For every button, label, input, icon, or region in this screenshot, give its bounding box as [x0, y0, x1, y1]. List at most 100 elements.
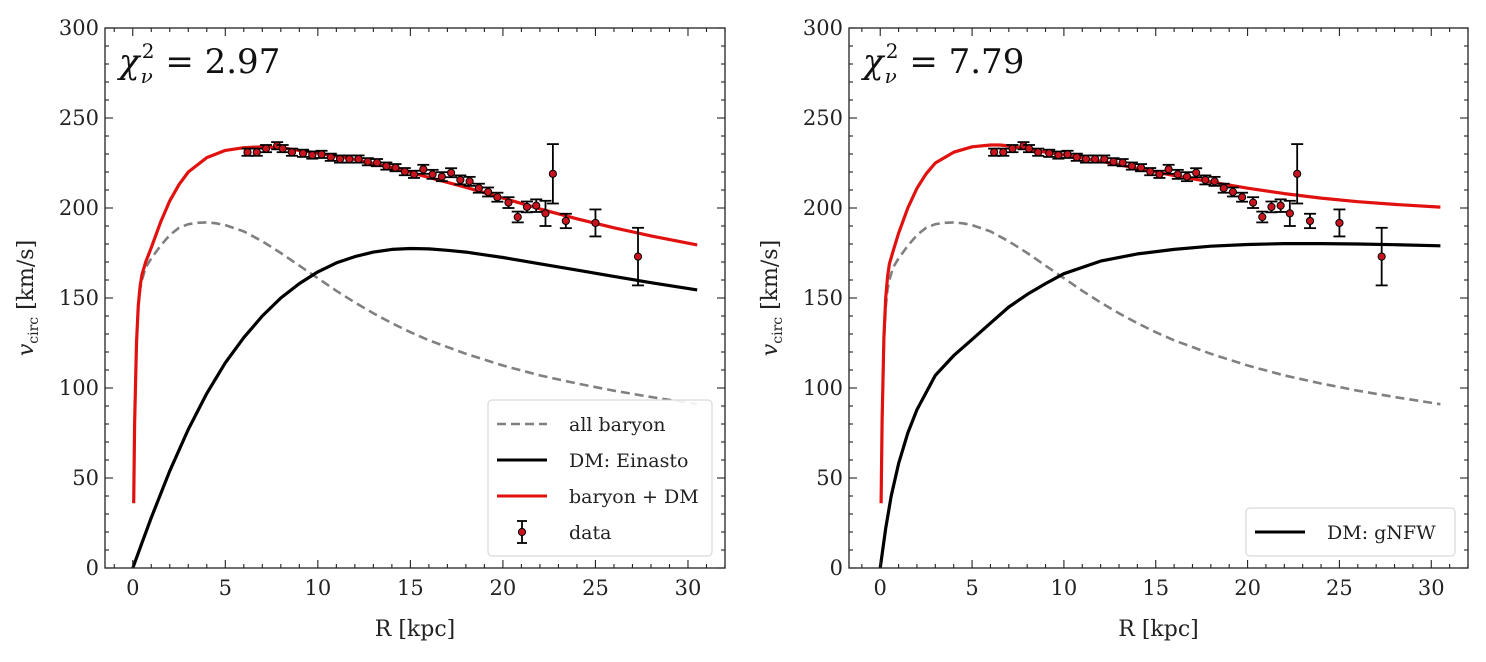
- data-point: [589, 208, 602, 238]
- data-marker: [1267, 202, 1276, 212]
- y-tick-label: 300: [803, 16, 843, 40]
- data-marker: [1210, 177, 1219, 186]
- x-tick-label: 20: [490, 576, 517, 600]
- data-point: [559, 212, 572, 230]
- plot-area: [131, 141, 698, 568]
- data-marker: [1237, 193, 1247, 202]
- data-marker: [1335, 218, 1344, 228]
- legend-item: all baryon: [497, 414, 666, 436]
- data-point: [343, 154, 356, 164]
- y-tick-label: 100: [59, 376, 99, 400]
- y-tick-label: 300: [59, 16, 99, 40]
- data-marker: [484, 187, 493, 197]
- data-point: [1247, 196, 1260, 209]
- data-point: [511, 210, 524, 224]
- ticks: [849, 27, 1469, 569]
- data-point: [472, 182, 485, 194]
- x-tick-label: 10: [1051, 576, 1078, 600]
- x-tick-label: 25: [1326, 576, 1353, 600]
- data-marker: [465, 177, 474, 186]
- data-point: [530, 198, 543, 213]
- legend: all baryon DM: Einasto baryon + DM data: [487, 399, 713, 557]
- data-marker: [1305, 216, 1315, 226]
- data-marker: [1192, 168, 1201, 177]
- y-tick-label: 50: [816, 466, 843, 490]
- data-marker: [428, 170, 437, 179]
- data-point: [1274, 198, 1287, 213]
- data-marker: [1228, 187, 1237, 197]
- data-marker: [1008, 144, 1017, 153]
- data-marker: [1377, 252, 1386, 261]
- data-marker: [1146, 167, 1155, 176]
- data-marker: [522, 202, 532, 212]
- data-point: [1291, 143, 1304, 205]
- data-point: [260, 144, 273, 154]
- data-marker: [287, 148, 297, 157]
- data-point: [389, 163, 402, 173]
- data-marker: [345, 154, 354, 164]
- legend-item: baryon + DM: [497, 486, 699, 508]
- y-tick-label: 150: [803, 286, 843, 310]
- data-point: [1171, 168, 1184, 180]
- chi-symbol: χ: [117, 42, 142, 82]
- x-tick-label: 0: [874, 576, 887, 600]
- data-point: [445, 167, 458, 179]
- series-line-total: [879, 143, 1441, 504]
- data-marker: [372, 158, 382, 167]
- data-point: [1098, 154, 1111, 164]
- data-marker: [335, 154, 345, 164]
- data-point: [1208, 175, 1221, 187]
- data-point: [997, 147, 1010, 157]
- data-marker: [493, 193, 502, 202]
- data-point: [380, 161, 393, 171]
- data-marker: [1127, 161, 1136, 171]
- series-line-dm: [878, 242, 1441, 568]
- x-tick-label: 5: [219, 576, 232, 600]
- series-line-total: [132, 145, 698, 504]
- legend-label: baryon + DM: [569, 486, 699, 508]
- data-point: [1375, 226, 1388, 287]
- data-marker: [252, 148, 261, 157]
- y-tick-label: 50: [72, 466, 99, 490]
- legend: DM: gNFW: [1245, 507, 1456, 557]
- data-marker: [999, 148, 1008, 157]
- data-marker: [591, 218, 600, 228]
- x-tick-label: 30: [1418, 576, 1445, 600]
- data-marker: [354, 154, 363, 164]
- data-marker: [363, 157, 372, 166]
- data-marker: [1155, 170, 1164, 179]
- y-tick-label: 100: [803, 376, 843, 400]
- data-point: [1135, 163, 1148, 173]
- data-marker: [1285, 209, 1294, 218]
- y-tick-label: 0: [830, 556, 843, 580]
- data-marker: [504, 198, 513, 207]
- data-point: [398, 167, 411, 177]
- data-point: [297, 148, 310, 158]
- ticks: [105, 27, 726, 569]
- data-marker: [990, 148, 999, 157]
- data-marker: [1173, 170, 1182, 179]
- data-marker: [1276, 201, 1285, 210]
- chi-superscript: 2: [886, 39, 899, 63]
- data-marker: [1219, 184, 1228, 193]
- data-point: [1006, 144, 1019, 154]
- data-marker: [1164, 165, 1173, 174]
- data-marker: [243, 148, 252, 157]
- data-marker: [532, 201, 541, 210]
- data-point: [1333, 208, 1346, 238]
- data-point: [454, 174, 467, 186]
- y-label-symbol: v: [14, 343, 39, 356]
- data-marker: [1136, 163, 1146, 172]
- data-point: [1070, 152, 1083, 162]
- data-marker: [1182, 172, 1192, 181]
- data-point: [463, 175, 476, 187]
- data-point: [1236, 191, 1249, 203]
- chi-subscript: ν: [885, 64, 897, 88]
- data-point: [315, 149, 328, 159]
- x-tick-label: 15: [397, 576, 424, 600]
- data-marker: [409, 170, 419, 179]
- data-point: [241, 147, 254, 157]
